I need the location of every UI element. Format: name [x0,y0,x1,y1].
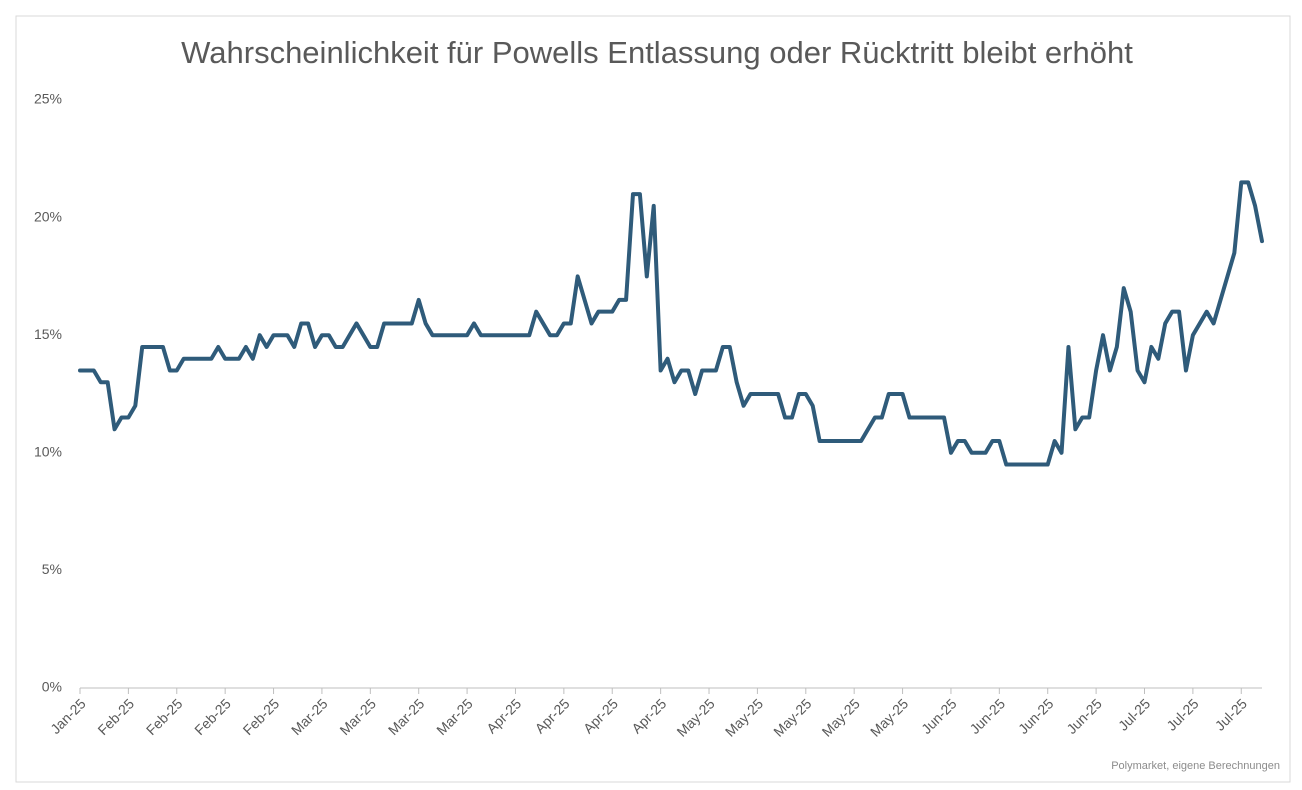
y-tick-label: 25% [34,91,62,107]
y-tick-label: 10% [34,444,62,460]
line-series [78,180,1264,467]
chart-frame [15,15,1291,783]
chart-title: Wahrscheinlichkeit für Powells Entlassun… [181,35,1133,70]
y-tick-label: 15% [34,326,62,342]
source-note: Polymarket, eigene Berechnungen [1111,760,1280,772]
y-tick-label: 5% [42,561,62,577]
y-tick-label: 20% [34,208,62,224]
y-tick-label: 0% [42,679,62,695]
